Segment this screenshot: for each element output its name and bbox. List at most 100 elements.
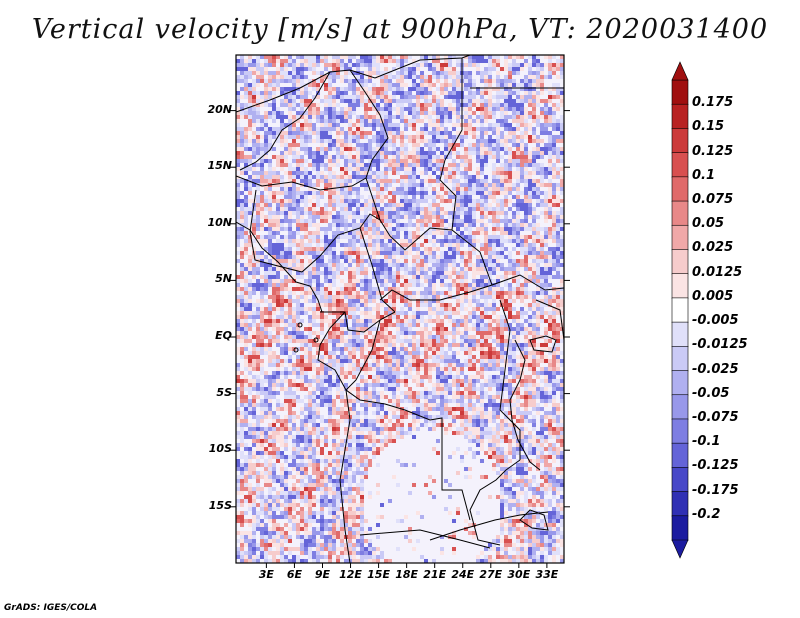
field-cell	[428, 143, 432, 147]
field-cell	[236, 131, 240, 135]
field-cell	[364, 183, 368, 187]
field-cell	[360, 151, 364, 155]
field-cell	[508, 347, 512, 351]
field-cell	[456, 299, 460, 303]
field-cell	[412, 259, 416, 263]
field-cell	[404, 123, 408, 127]
field-cell	[292, 231, 296, 235]
field-cell	[248, 67, 252, 71]
field-cell	[332, 87, 336, 91]
field-cell	[400, 191, 404, 195]
field-cell	[368, 295, 372, 299]
field-cell	[468, 127, 472, 131]
field-cell	[420, 107, 424, 111]
field-cell	[268, 227, 272, 231]
field-cell	[556, 227, 560, 231]
field-cell	[420, 155, 424, 159]
field-cell	[488, 323, 492, 327]
field-cell	[516, 295, 520, 299]
field-cell	[316, 59, 320, 63]
field-cell	[528, 207, 532, 211]
field-cell	[488, 287, 492, 291]
field-cell	[268, 339, 272, 343]
field-cell	[436, 267, 440, 271]
field-cell	[424, 167, 428, 171]
field-cell	[240, 63, 244, 67]
field-cell	[472, 295, 476, 299]
field-cell	[484, 159, 488, 163]
field-cell	[400, 179, 404, 183]
field-cell	[516, 199, 520, 203]
field-cell	[536, 267, 540, 271]
field-cell	[436, 231, 440, 235]
field-cell	[352, 171, 356, 175]
field-cell	[324, 291, 328, 295]
field-cell	[448, 227, 452, 231]
field-cell	[472, 147, 476, 151]
field-cell	[436, 75, 440, 79]
field-cell	[452, 83, 456, 87]
field-cell	[292, 199, 296, 203]
field-cell	[488, 135, 492, 139]
field-cell	[300, 179, 304, 183]
field-cell	[308, 315, 312, 319]
field-cell	[456, 55, 460, 59]
field-cell	[268, 215, 272, 219]
field-cell	[340, 207, 344, 211]
field-cell	[304, 99, 308, 103]
field-cell	[540, 147, 544, 151]
field-cell	[396, 87, 400, 91]
field-cell	[536, 147, 540, 151]
field-cell	[448, 239, 452, 243]
field-cell	[476, 231, 480, 235]
field-cell	[432, 83, 436, 87]
field-cell	[468, 347, 472, 351]
field-cell	[284, 267, 288, 271]
field-cell	[240, 207, 244, 211]
field-cell	[272, 291, 276, 295]
field-cell	[404, 155, 408, 159]
field-cell	[464, 251, 468, 255]
field-cell	[500, 335, 504, 339]
field-cell	[340, 303, 344, 307]
field-cell	[528, 227, 532, 231]
field-cell	[560, 295, 564, 299]
field-cell	[464, 207, 468, 211]
field-cell	[456, 307, 460, 311]
field-cell	[460, 339, 464, 343]
field-cell	[408, 331, 412, 335]
field-cell	[256, 75, 260, 79]
field-cell	[424, 239, 428, 243]
field-cell	[420, 339, 424, 343]
field-cell	[464, 299, 468, 303]
field-cell	[472, 179, 476, 183]
field-cell	[448, 75, 452, 79]
field-cell	[516, 215, 520, 219]
field-cell	[296, 135, 300, 139]
field-cell	[276, 219, 280, 223]
field-cell	[524, 151, 528, 155]
field-cell	[548, 215, 552, 219]
field-cell	[280, 235, 284, 239]
field-cell	[284, 187, 288, 191]
field-cell	[448, 59, 452, 63]
field-cell	[336, 147, 340, 151]
field-cell	[508, 207, 512, 211]
field-cell	[348, 199, 352, 203]
field-cell	[392, 55, 396, 59]
field-cell	[364, 123, 368, 127]
field-cell	[540, 251, 544, 255]
field-cell	[480, 219, 484, 223]
field-cell	[476, 127, 480, 131]
field-cell	[372, 83, 376, 87]
field-cell	[504, 343, 508, 347]
field-cell	[304, 271, 308, 275]
field-cell	[352, 87, 356, 91]
field-cell	[400, 183, 404, 187]
field-cell	[356, 59, 360, 63]
field-cell	[476, 139, 480, 143]
field-cell	[528, 75, 532, 79]
field-cell	[436, 259, 440, 263]
field-cell	[420, 63, 424, 67]
field-cell	[252, 139, 256, 143]
